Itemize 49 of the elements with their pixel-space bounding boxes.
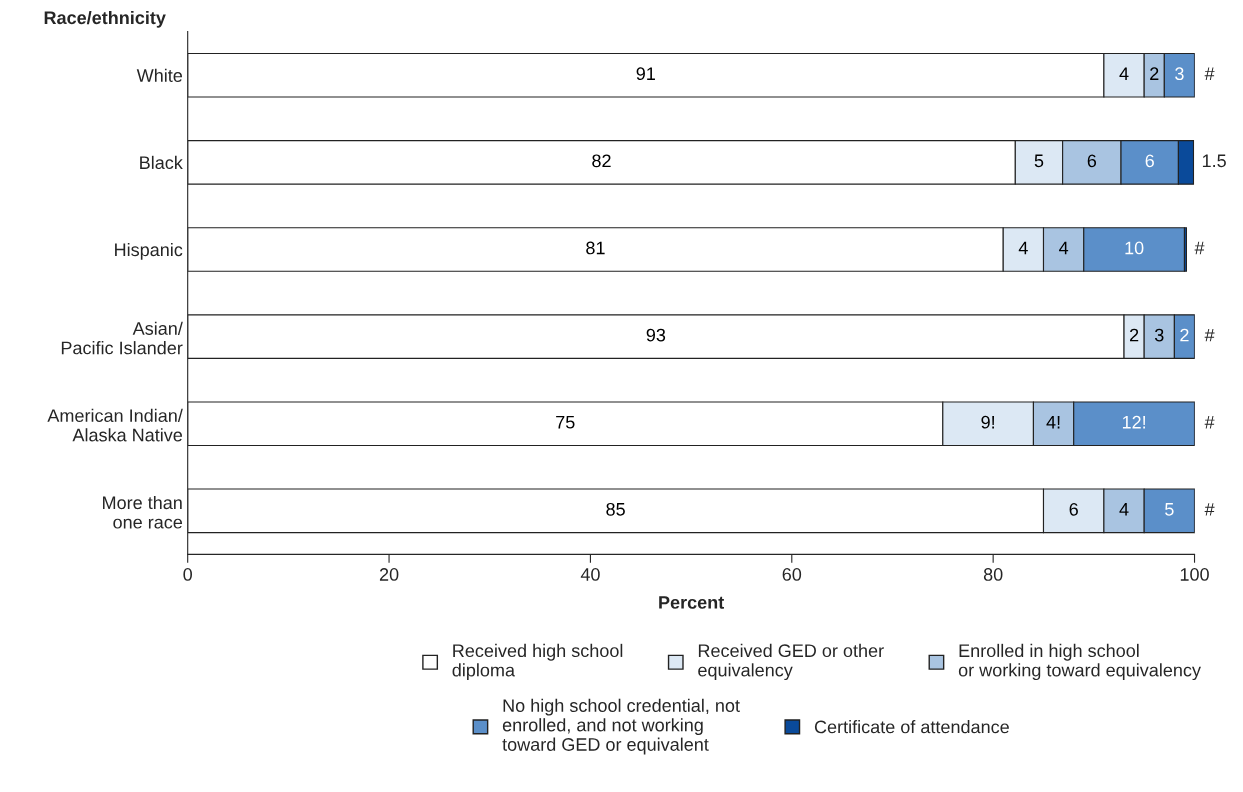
data-label: 5 xyxy=(1165,503,1174,516)
legend-label: Certificate of attendance xyxy=(814,720,1009,734)
data-label: 12! xyxy=(1122,415,1146,429)
legend-label: Received high school diploma xyxy=(452,643,623,681)
data-label: 4 xyxy=(1018,241,1028,255)
data-label: 82 xyxy=(592,154,611,168)
data-label: 4! xyxy=(1046,415,1060,429)
data-label: 6 xyxy=(1087,154,1097,168)
data-label: 4 xyxy=(1119,67,1129,80)
y-tick-label: American Indian/ Alaska Native xyxy=(47,408,183,442)
y-tick-label: Asian/ Pacific Islander xyxy=(61,321,183,355)
data-label: 9! xyxy=(981,415,995,429)
data-label: 93 xyxy=(646,328,666,342)
data-label: # xyxy=(1204,416,1215,429)
data-label: # xyxy=(1194,241,1205,255)
data-label: 81 xyxy=(586,241,605,255)
data-label: 2 xyxy=(1130,328,1139,342)
data-label: 6 xyxy=(1069,502,1078,516)
data-label: 4 xyxy=(1059,241,1069,255)
legend-label: No high school credential, not enrolled, and not working toward GED or equivalent xyxy=(502,698,740,755)
x-tick-label: 40 xyxy=(580,568,600,581)
y-tick-label: More than one race xyxy=(103,495,183,529)
y-axis-title: Race/ethnicity xyxy=(44,10,166,28)
data-label: 85 xyxy=(606,502,625,516)
data-label: 3 xyxy=(1175,67,1184,81)
data-label: 75 xyxy=(556,415,575,429)
data-label: 6 xyxy=(1145,154,1154,168)
data-label: 2 xyxy=(1150,67,1159,80)
data-label: # xyxy=(1204,67,1215,80)
data-label: 10 xyxy=(1125,241,1144,255)
legend-label: Enrolled in high school or working toward equivalency xyxy=(958,643,1201,681)
data-label: 4 xyxy=(1119,503,1129,516)
x-tick-label: 80 xyxy=(983,568,1003,581)
x-tick-label: 20 xyxy=(379,568,399,581)
x-tick-label: 60 xyxy=(782,568,802,581)
data-label: 5 xyxy=(1034,154,1044,168)
y-tick-label: White xyxy=(136,68,183,82)
data-label: # xyxy=(1204,328,1215,342)
x-axis-title: Percent xyxy=(659,596,725,609)
x-tick-label: 100 xyxy=(1180,568,1209,581)
y-tick-label: Hispanic xyxy=(115,242,183,260)
data-label: 3 xyxy=(1154,328,1164,342)
x-tick-label: 0 xyxy=(183,568,193,581)
legend-label: Received GED or other equivalency xyxy=(698,643,884,681)
y-tick-label: Black xyxy=(140,155,183,170)
data-label: 91 xyxy=(636,67,655,81)
data-label: # xyxy=(1204,503,1215,516)
data-label: 1.5 xyxy=(1202,154,1226,168)
data-label: 2 xyxy=(1180,328,1189,342)
